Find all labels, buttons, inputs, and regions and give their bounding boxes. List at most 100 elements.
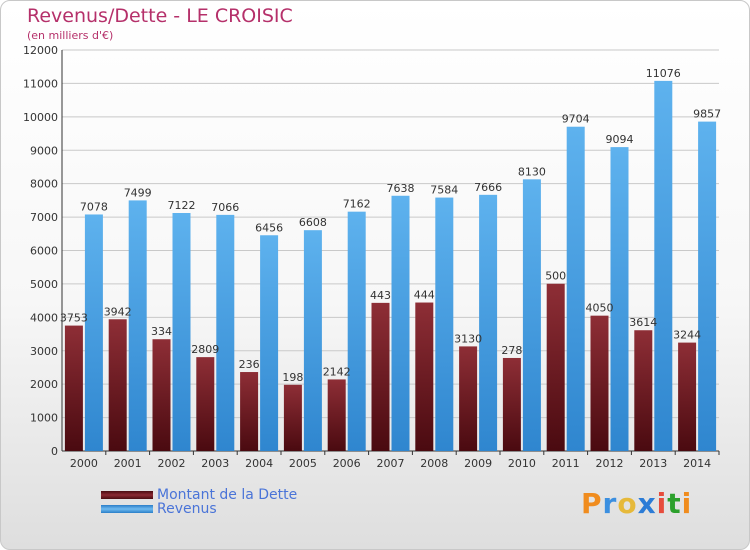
bar-dette — [546, 283, 565, 451]
y-tick-label: 8000 — [30, 178, 58, 191]
bar-revenus — [216, 214, 235, 451]
y-tick-label: 1000 — [30, 412, 58, 425]
bar-dette — [327, 379, 346, 451]
data-label-dette: 3942 — [104, 305, 132, 318]
x-tick-label: 2003 — [201, 457, 229, 470]
bar-dette — [196, 357, 215, 451]
chart-subtitle: (en milliers d'€) — [27, 29, 114, 42]
y-tick-label: 12000 — [23, 44, 58, 57]
y-tick-label: 7000 — [30, 211, 58, 224]
legend-swatch-dette — [101, 491, 153, 499]
y-tick-label: 11000 — [23, 77, 58, 90]
data-label-dette: 3753 — [60, 312, 88, 325]
bar-revenus — [128, 200, 147, 451]
data-label-dette: 2809 — [191, 343, 219, 356]
bar-dette — [634, 330, 653, 451]
x-tick-label: 2009 — [464, 457, 492, 470]
y-tick-label: 0 — [51, 445, 58, 458]
legend-label-revenus: Revenus — [157, 501, 217, 517]
logo-letter: i — [656, 487, 668, 520]
y-tick-label: 5000 — [30, 278, 58, 291]
data-label-revenus: 7162 — [343, 198, 371, 211]
bar-dette — [590, 315, 609, 451]
proxiti-logo: Proxiti — [581, 487, 692, 520]
x-tick-label: 2004 — [245, 457, 273, 470]
x-tick-label: 2002 — [158, 457, 186, 470]
data-label-dette: 444 — [414, 289, 435, 302]
bar-dette — [240, 372, 259, 451]
y-tick-label: 4000 — [30, 311, 58, 324]
x-tick-label: 2005 — [289, 457, 317, 470]
x-tick-label: 2006 — [333, 457, 361, 470]
data-label-dette: 334 — [151, 325, 172, 338]
y-tick-label: 9000 — [30, 144, 58, 157]
y-tick-label: 6000 — [30, 245, 58, 258]
logo-letter: i — [681, 487, 693, 520]
data-label-dette: 3130 — [454, 332, 482, 345]
x-tick-label: 2000 — [70, 457, 98, 470]
data-label-dette: 4050 — [586, 302, 614, 315]
bar-revenus — [391, 195, 410, 451]
bar-dette — [678, 342, 697, 451]
legend-label-dette: Montant de la Dette — [157, 487, 298, 503]
data-label-revenus: 8130 — [518, 165, 546, 178]
data-label-dette: 198 — [282, 371, 303, 384]
data-label-dette: 236 — [239, 358, 260, 371]
data-label-revenus: 9704 — [562, 113, 590, 126]
bar-dette — [502, 357, 521, 451]
bar-dette — [108, 319, 127, 451]
data-label-revenus: 6456 — [255, 221, 283, 234]
x-tick-label: 2007 — [377, 457, 405, 470]
logo-letter: r — [602, 487, 618, 520]
data-label-revenus: 9857 — [693, 108, 721, 121]
data-label-revenus: 6608 — [299, 216, 327, 229]
bar-revenus — [260, 235, 279, 451]
x-tick-label: 2013 — [639, 457, 667, 470]
data-label-revenus: 7666 — [474, 181, 502, 194]
bar-dette — [415, 302, 434, 451]
bar-revenus — [654, 80, 673, 451]
bar-dette — [64, 325, 83, 451]
legend-swatch-revenus — [101, 505, 153, 513]
bar-revenus — [303, 230, 322, 451]
x-tick-label: 2014 — [683, 457, 711, 470]
data-label-revenus: 7584 — [430, 184, 458, 197]
data-label-dette: 443 — [370, 289, 391, 302]
x-tick-label: 2012 — [596, 457, 624, 470]
bar-dette — [459, 346, 478, 451]
chart-title: Revenus/Dette - LE CROISIC — [27, 5, 293, 27]
bar-dette — [371, 302, 390, 451]
logo-letter: P — [581, 487, 603, 520]
x-tick-label: 2008 — [420, 457, 448, 470]
bar-revenus — [610, 147, 629, 451]
bar-dette — [152, 339, 171, 451]
y-tick-label: 2000 — [30, 378, 58, 391]
data-label-revenus: 9094 — [606, 133, 634, 146]
logo-letter: t — [667, 487, 682, 520]
data-label-revenus: 11076 — [646, 67, 681, 80]
bar-revenus — [172, 213, 191, 451]
data-label-dette: 500 — [545, 270, 566, 283]
bar-revenus — [479, 194, 498, 452]
y-tick-label: 10000 — [23, 111, 58, 124]
logo-letter: x — [637, 487, 657, 520]
bar-revenus — [522, 179, 541, 451]
legend-item-revenus: Revenus — [101, 501, 217, 517]
data-label-revenus: 7499 — [124, 186, 152, 199]
bar-dette — [283, 384, 302, 451]
legend-item-dette: Montant de la Dette — [101, 487, 298, 503]
data-label-revenus: 7078 — [80, 200, 108, 213]
x-tick-label: 2001 — [114, 457, 142, 470]
data-label-revenus: 7122 — [168, 199, 196, 212]
bar-revenus — [698, 121, 717, 452]
data-label-dette: 3614 — [629, 316, 657, 329]
bar-revenus — [435, 197, 454, 451]
x-tick-label: 2011 — [552, 457, 580, 470]
data-label-dette: 3244 — [673, 329, 701, 342]
data-label-revenus: 7638 — [387, 182, 415, 195]
x-tick-label: 2010 — [508, 457, 536, 470]
data-label-dette: 2142 — [323, 365, 351, 378]
data-label-dette: 278 — [501, 344, 522, 357]
